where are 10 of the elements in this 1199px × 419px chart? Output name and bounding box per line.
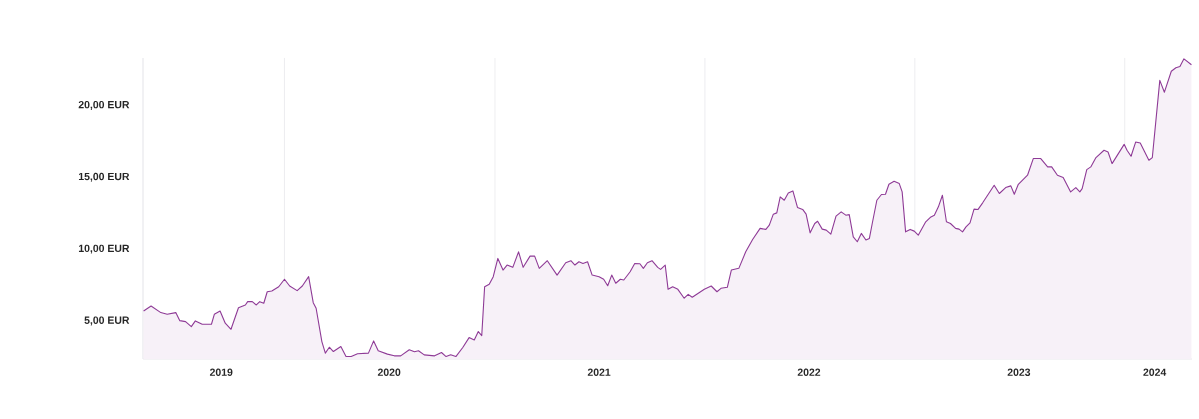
y-tick-label: 5,00 EUR <box>84 316 130 326</box>
y-tick-label: 10,00 EUR <box>78 244 130 254</box>
x-tick-label: 2022 <box>797 368 821 376</box>
x-tick-label: 2019 <box>209 368 233 376</box>
y-tick-label: 20,00 EUR <box>78 100 130 110</box>
x-tick-label: 2023 <box>1007 368 1031 376</box>
x-tick-label: 2021 <box>587 368 611 376</box>
x-tick-label: 2024 <box>1143 368 1167 376</box>
x-tick-label: 2020 <box>377 368 401 376</box>
y-tick-label: 15,00 EUR <box>78 172 130 182</box>
